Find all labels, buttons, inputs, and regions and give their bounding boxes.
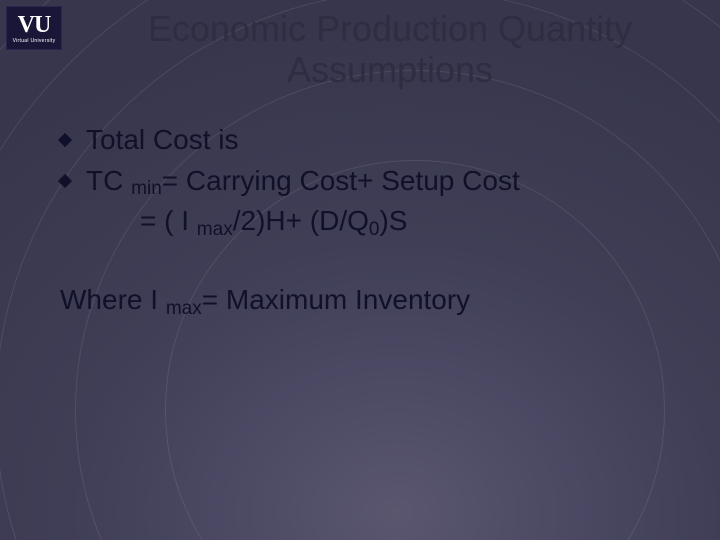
diamond-bullet-icon	[58, 174, 72, 188]
tc-rest: = Carrying Cost+ Setup Cost	[162, 165, 520, 196]
logo-main-text: VU	[18, 13, 51, 37]
slide-content: Total Cost is TC min= Carrying Cost+ Set…	[60, 120, 690, 320]
slide-title: Economic Production Quantity Assumptions	[80, 8, 700, 91]
where-sub-max: max	[166, 298, 202, 319]
vu-logo: VU Virtual University	[6, 6, 62, 50]
bullet-text: Total Cost is	[86, 120, 690, 161]
formula-part1: = ( I	[140, 205, 197, 236]
where-line: Where I max= Maximum Inventory	[60, 280, 690, 321]
bullet-item: Total Cost is	[60, 120, 690, 161]
tc-subscript: min	[131, 178, 162, 199]
where-part2: = Maximum Inventory	[202, 284, 470, 315]
where-part1: Where I	[60, 284, 166, 315]
bullet-item: TC min= Carrying Cost+ Setup Cost	[60, 161, 690, 202]
formula-sub-max: max	[197, 219, 233, 240]
formula-sub-zero: 0	[369, 219, 380, 240]
formula-part3: )S	[379, 205, 407, 236]
tc-prefix: TC	[86, 165, 131, 196]
logo-sub-text: Virtual University	[13, 38, 56, 44]
formula-part2: /2)H+ (D/Q	[233, 205, 369, 236]
formula-line: = ( I max/2)H+ (D/Q0)S	[140, 201, 690, 242]
diamond-bullet-icon	[58, 133, 72, 147]
bullet-text: TC min= Carrying Cost+ Setup Cost	[86, 161, 690, 202]
